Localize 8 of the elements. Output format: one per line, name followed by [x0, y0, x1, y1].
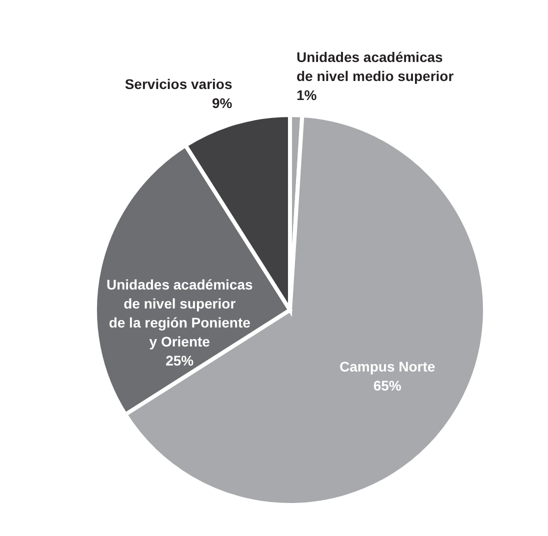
- slice-label: Unidades académicas de nivel superior de la región Poniente y Oriente: [106, 276, 253, 350]
- slice-label: Servicios varios: [124, 76, 232, 92]
- data-label: 25%: [166, 352, 194, 368]
- slice-label: Campus Norte: [340, 358, 436, 375]
- slice-label: Unidades académicas de nivel medio superior: [296, 49, 454, 84]
- data-label: 65%: [373, 378, 402, 394]
- data-label: 1%: [296, 87, 318, 104]
- data-label: 9%: [212, 95, 233, 112]
